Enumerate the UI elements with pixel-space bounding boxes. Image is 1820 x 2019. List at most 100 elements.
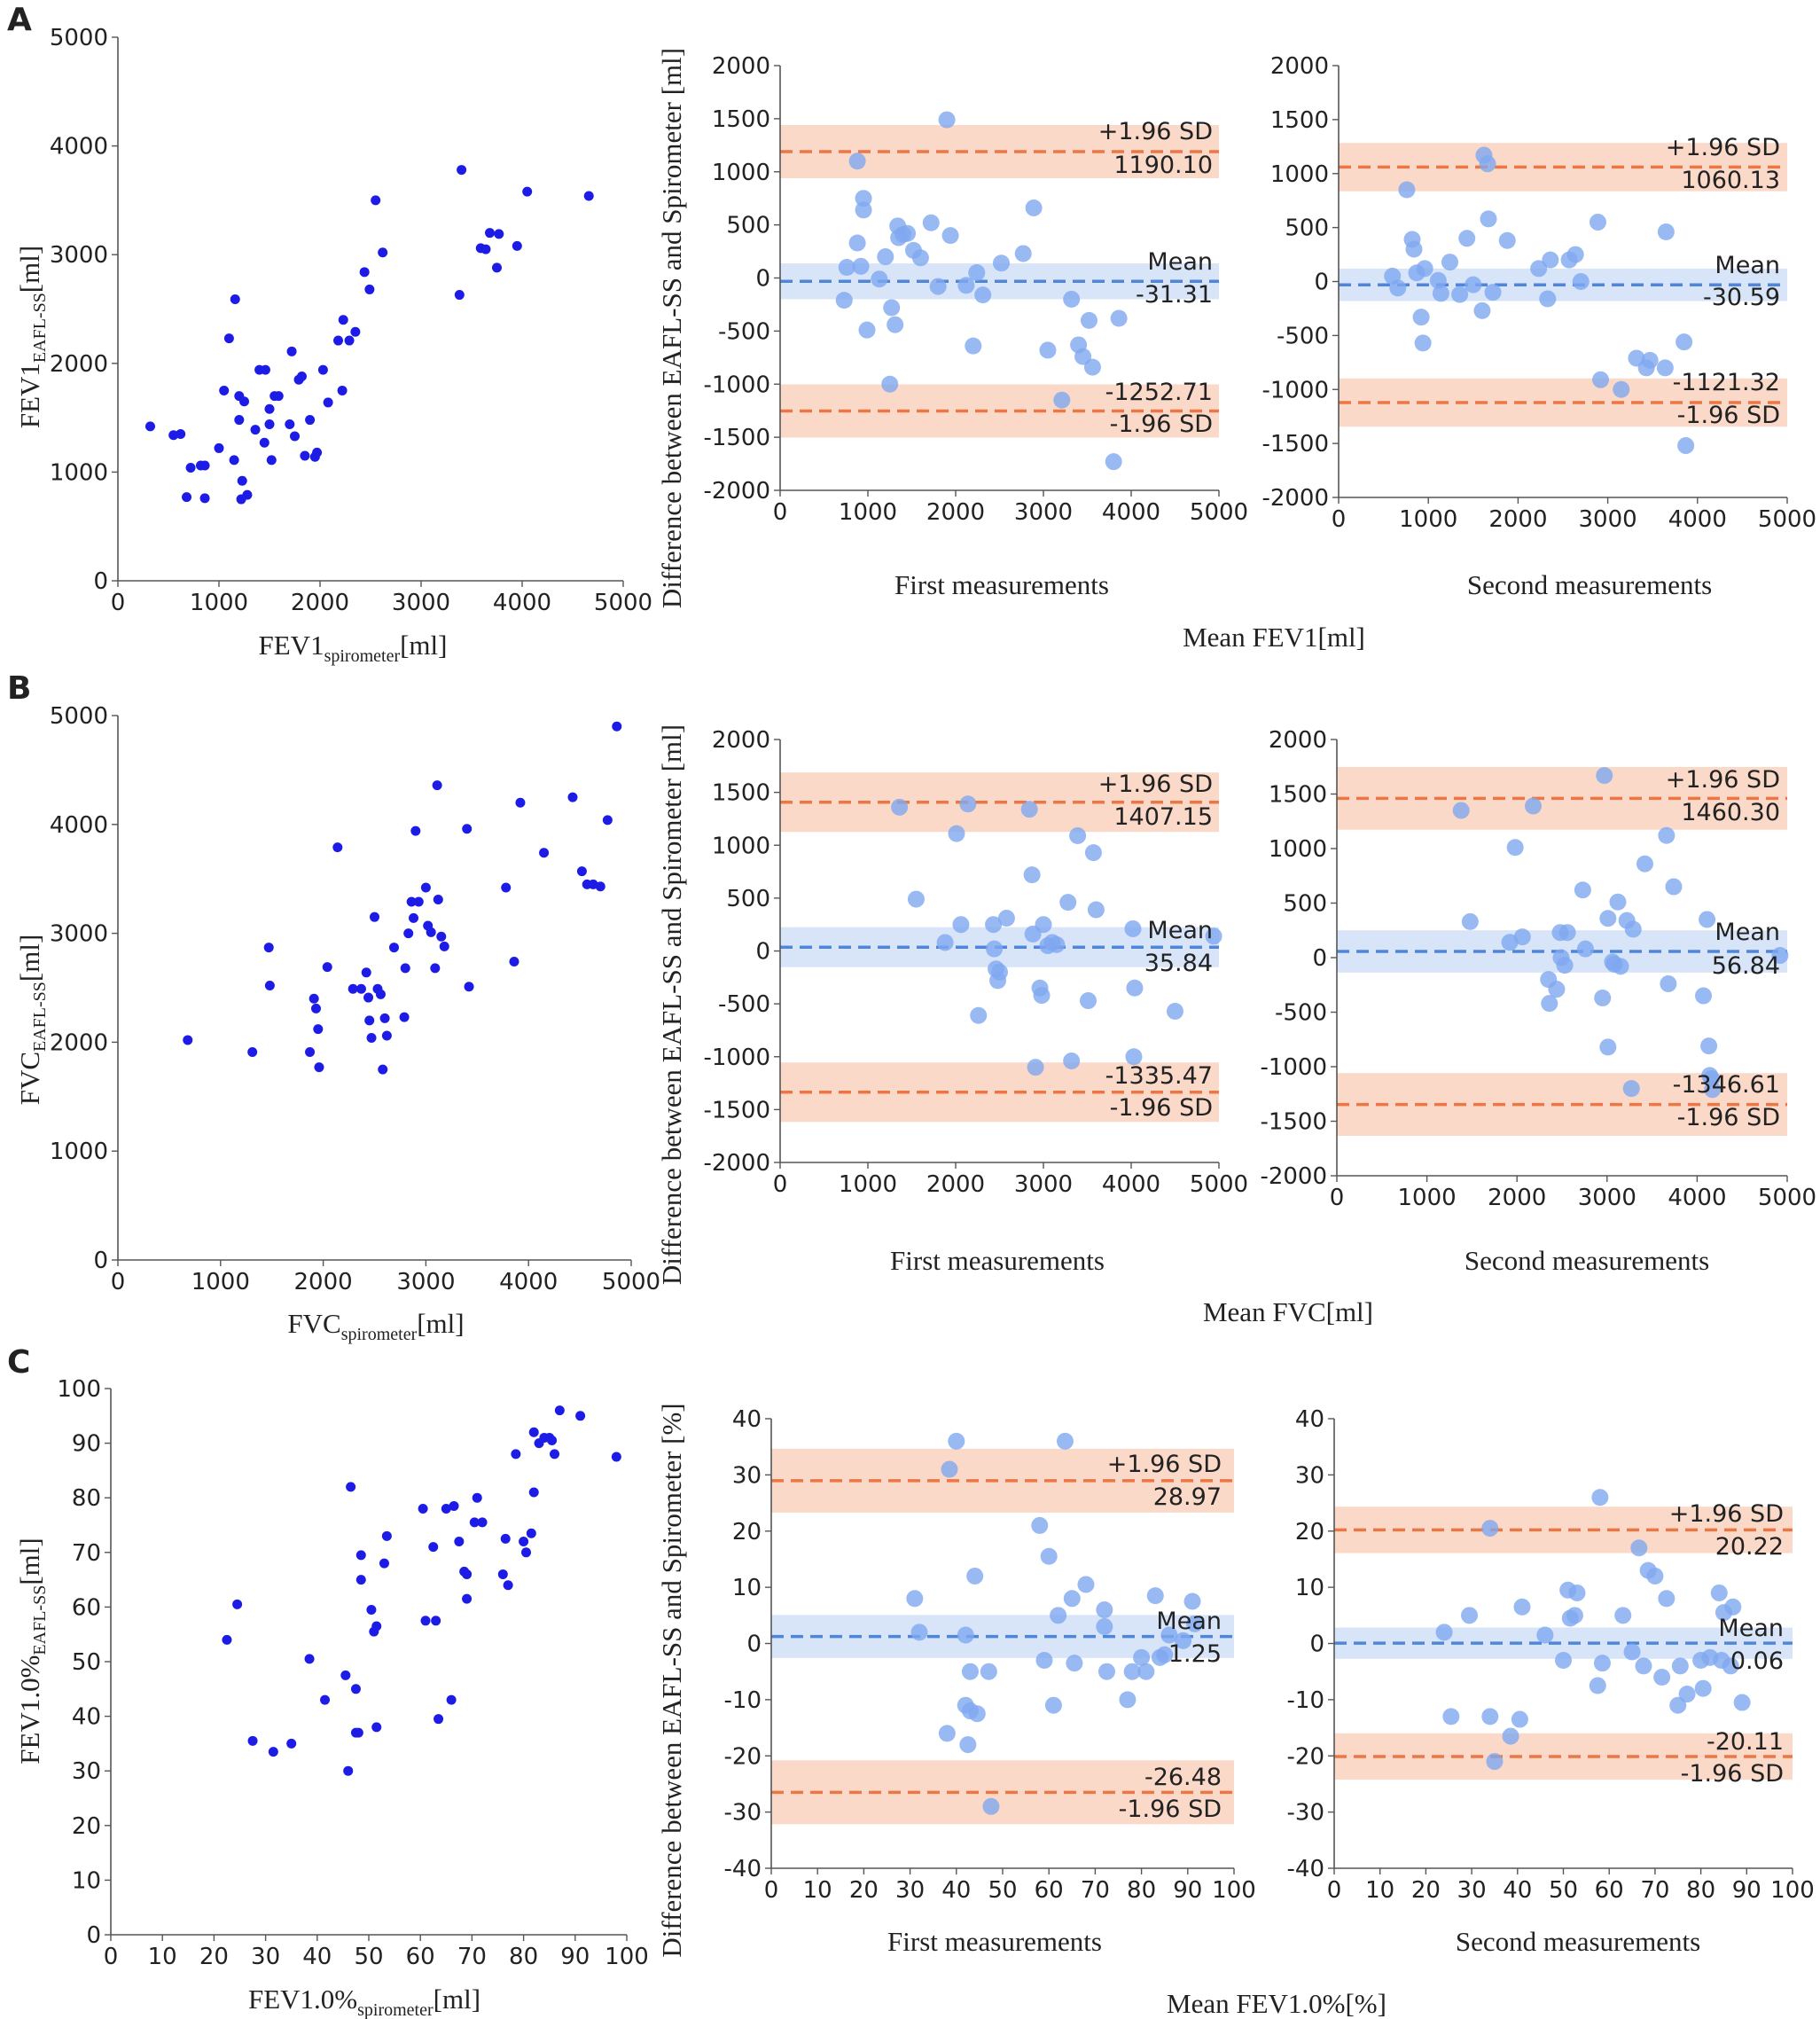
y-tick-label: -30 xyxy=(1287,1800,1324,1827)
data-point xyxy=(375,989,386,999)
x-tick-label: 100 xyxy=(1212,1877,1256,1904)
data-point xyxy=(247,1735,258,1746)
y-tick-label: -1500 xyxy=(1260,1109,1327,1136)
data-point xyxy=(1704,1081,1722,1099)
y-tick-label: 4000 xyxy=(50,134,108,160)
data-point xyxy=(883,299,901,317)
data-point xyxy=(1622,1080,1640,1098)
x-tick-label: 4000 xyxy=(1668,506,1727,533)
data-point xyxy=(1473,301,1491,319)
data-point xyxy=(554,1405,565,1416)
data-point xyxy=(968,1705,986,1723)
data-point xyxy=(1589,214,1606,231)
y-tick-label: 0 xyxy=(1314,270,1329,296)
scatter-b-xlabel-unit: [ml] xyxy=(417,1308,464,1339)
data-point xyxy=(285,419,295,429)
scatter-b: 0 1000 2000 3000 4000 5000 0 1000 2000 3000 4000 50… xyxy=(14,703,660,1344)
y-tick-label: -20 xyxy=(724,1743,762,1770)
data-point xyxy=(929,278,947,295)
ba-a-second-upper-value: 1060.13 xyxy=(1681,167,1780,194)
data-point xyxy=(346,1482,356,1492)
x-tick-label: 0 xyxy=(1330,1185,1345,1211)
y-tick-label: -30 xyxy=(724,1800,762,1827)
scatter-b-axes: 0 1000 2000 3000 4000 5000 0 1000 2000 3000 4000 50… xyxy=(50,703,660,1295)
data-point xyxy=(371,195,381,206)
data-point xyxy=(399,1012,410,1022)
shared-xlabel-a: Mean FEV1[ml] xyxy=(1183,622,1365,653)
data-point xyxy=(1589,1677,1606,1694)
y-tick-label: 80 xyxy=(72,1485,101,1512)
y-tick-label: 0 xyxy=(93,1248,108,1274)
data-point xyxy=(576,866,587,877)
data-point xyxy=(1035,916,1052,934)
x-tick-label: 40 xyxy=(941,1877,971,1904)
data-point xyxy=(409,912,419,923)
ba-c-second-xlabel: Second measurements xyxy=(1456,1926,1700,1957)
data-point xyxy=(1160,1626,1178,1644)
y-tick-label: 4000 xyxy=(50,812,108,839)
x-tick-label: 50 xyxy=(988,1877,1017,1904)
data-point xyxy=(430,963,441,974)
data-point xyxy=(286,1738,297,1749)
x-tick-label: 3000 xyxy=(392,590,450,616)
data-point xyxy=(469,1517,480,1528)
y-tick-label: 1000 xyxy=(1270,161,1329,188)
data-point xyxy=(323,397,333,408)
scatter-a-ylabel-main: FEV1 xyxy=(14,363,45,428)
data-point xyxy=(370,912,379,922)
data-point xyxy=(348,983,358,994)
y-tick-label: -1500 xyxy=(703,425,770,451)
y-tick-label: -20 xyxy=(1287,1743,1324,1770)
y-tick-label: 60 xyxy=(72,1594,101,1621)
data-point xyxy=(1063,1590,1081,1608)
x-tick-label: 2000 xyxy=(1488,1185,1546,1211)
data-point xyxy=(1613,380,1630,398)
data-point xyxy=(1699,911,1716,928)
upper-loa-band xyxy=(771,1448,1234,1513)
scatter-c-ylabel: FEV1.0%EAFL-SS[ml] xyxy=(14,1538,50,1764)
data-point xyxy=(1023,866,1041,884)
data-point xyxy=(1695,987,1713,1005)
data-point xyxy=(1040,1547,1058,1565)
ba-b-second-axes: 0 1000 2000 3000 4000 5000-2000-1500-1000-500… xyxy=(1260,727,1816,1211)
data-point xyxy=(406,896,417,907)
data-point xyxy=(1441,254,1458,271)
data-point xyxy=(441,1504,451,1514)
data-point xyxy=(1722,1657,1739,1675)
data-point xyxy=(835,292,853,309)
data-point xyxy=(222,1634,232,1645)
data-point xyxy=(366,1032,377,1043)
ba-c-second-axes: 0 10 20 30 40 50 60 70 80 90 100 -40 -30 -20 -10 0 10 20 3… xyxy=(1287,1406,1815,1904)
data-point xyxy=(183,1035,193,1045)
data-point xyxy=(363,992,374,1003)
scatter-c: 0 10 20 30 40 50 60 70 80 90 100 0 10 20 30 40 50 60 70 80 9… xyxy=(14,1376,649,2019)
data-point xyxy=(1568,1584,1586,1601)
data-point xyxy=(1480,210,1497,228)
data-point xyxy=(420,882,431,893)
x-tick-label: 80 xyxy=(1127,1877,1156,1904)
ba-a-ylabel: Difference between EAFL-SS and Spiromete… xyxy=(656,48,687,608)
data-point xyxy=(1020,801,1038,818)
scatter-c-xlabel-sub: spirometer xyxy=(357,2000,434,2019)
data-point xyxy=(970,1006,988,1024)
y-tick-label: 2000 xyxy=(712,53,770,80)
ba-b-first-xlabel: First measurements xyxy=(890,1245,1105,1276)
data-point xyxy=(1612,958,1629,975)
scatter-a-xlabel-unit: [ml] xyxy=(400,630,447,661)
data-point xyxy=(176,428,186,439)
data-point xyxy=(418,1504,428,1514)
y-tick-label: 50 xyxy=(72,1649,101,1676)
data-point xyxy=(1484,284,1502,301)
y-tick-label: 0 xyxy=(755,266,770,293)
ba-b-second-xlabel: Second measurements xyxy=(1465,1245,1709,1276)
scatter-c-ylabel-sub: EAFL-SS xyxy=(30,1585,50,1655)
data-point xyxy=(371,1722,382,1733)
data-point xyxy=(957,277,975,294)
x-tick-label: 0 xyxy=(104,1944,119,1970)
data-point xyxy=(991,963,1008,981)
data-point xyxy=(480,244,491,254)
data-point xyxy=(1123,1663,1141,1680)
data-point xyxy=(1599,910,1617,927)
data-point xyxy=(982,1797,1000,1815)
data-point xyxy=(353,1727,363,1738)
